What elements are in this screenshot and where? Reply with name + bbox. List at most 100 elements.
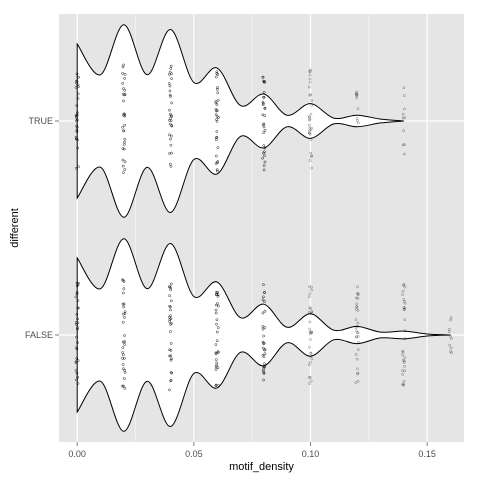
data-point: [168, 133, 171, 137]
data-point: [308, 131, 311, 135]
data-point: [168, 112, 172, 116]
data-point: [214, 303, 218, 307]
data-point: [75, 72, 79, 76]
data-point: [309, 128, 313, 132]
data-point: [263, 291, 266, 294]
data-point: [308, 117, 312, 121]
data-point: [310, 154, 314, 158]
data-point: [168, 294, 171, 298]
data-point: [122, 99, 125, 103]
data-point: [310, 166, 313, 170]
data-point: [215, 118, 218, 121]
data-point: [262, 365, 265, 368]
data-point: [214, 113, 218, 117]
data-point: [309, 379, 313, 383]
data-point: [123, 343, 126, 346]
data-point: [122, 291, 125, 295]
data-point: [75, 291, 79, 294]
data-point: [355, 305, 359, 309]
data-point: [214, 343, 218, 346]
data-point: [75, 80, 79, 83]
data-point: [170, 357, 173, 361]
data-point: [355, 93, 359, 97]
data-point: [356, 293, 360, 296]
data-point: [170, 124, 174, 128]
data-point: [356, 335, 360, 338]
data-point: [76, 138, 79, 142]
data-point: [308, 376, 312, 379]
data-point: [401, 369, 404, 373]
data-point: [308, 77, 312, 81]
data-point: [263, 326, 267, 329]
data-point: [76, 97, 80, 100]
data-point: [76, 382, 80, 385]
data-point: [356, 331, 360, 335]
y-axis-title: different: [9, 208, 21, 248]
data-point: [261, 103, 265, 106]
data-point: [75, 124, 79, 128]
data-point: [75, 111, 79, 114]
data-point: [216, 86, 219, 89]
data-point: [403, 306, 407, 310]
data-point: [308, 292, 312, 296]
data-point: [214, 368, 218, 371]
data-point: [262, 144, 266, 147]
data-point: [169, 282, 173, 286]
data-point: [214, 101, 218, 105]
data-point: [402, 359, 406, 363]
data-point: [261, 156, 264, 160]
x-axis-ticks: 0.00 0.05 0.10 0.15: [68, 442, 436, 459]
data-point: [449, 350, 452, 353]
data-point: [403, 364, 406, 368]
data-point: [401, 112, 405, 116]
data-point: [122, 147, 126, 151]
data-point: [123, 386, 127, 390]
data-point: [355, 92, 359, 96]
data-point: [75, 313, 79, 316]
data-point: [449, 346, 453, 350]
data-point: [121, 346, 125, 349]
data-point: [168, 122, 172, 126]
data-point: [261, 340, 265, 344]
data-point: [262, 355, 266, 359]
data-point: [121, 320, 125, 324]
data-point: [356, 285, 359, 289]
data-point: [355, 119, 359, 123]
x-tick-label: 0.00: [68, 449, 86, 459]
data-point: [401, 358, 405, 362]
data-point: [121, 72, 124, 75]
data-point: [309, 151, 313, 155]
data-point: [216, 160, 220, 163]
data-point: [76, 326, 80, 329]
data-point: [77, 85, 80, 89]
data-point: [262, 342, 265, 345]
data-point: [309, 352, 313, 355]
data-point: [75, 292, 79, 296]
data-point: [75, 335, 78, 339]
data-point: [403, 329, 407, 333]
data-point: [354, 381, 358, 384]
data-point: [402, 143, 406, 147]
data-point: [76, 321, 80, 325]
data-point: [402, 283, 405, 287]
data-point: [122, 112, 126, 116]
data-point: [310, 357, 313, 361]
data-point: [309, 112, 313, 116]
data-point: [169, 358, 173, 362]
data-point: [308, 93, 312, 97]
data-point: [401, 349, 405, 353]
data-point: [354, 326, 358, 330]
data-point: [216, 304, 220, 308]
data-point: [74, 114, 78, 118]
data-point: [448, 327, 451, 331]
data-point: [216, 99, 220, 102]
data-point: [310, 126, 313, 130]
data-point: [169, 137, 172, 141]
data-point: [309, 68, 312, 72]
data-point: [309, 331, 313, 334]
data-point: [76, 92, 80, 96]
data-point: [310, 99, 314, 102]
data-point: [450, 351, 454, 355]
data-point: [449, 337, 453, 340]
data-point: [123, 340, 127, 344]
